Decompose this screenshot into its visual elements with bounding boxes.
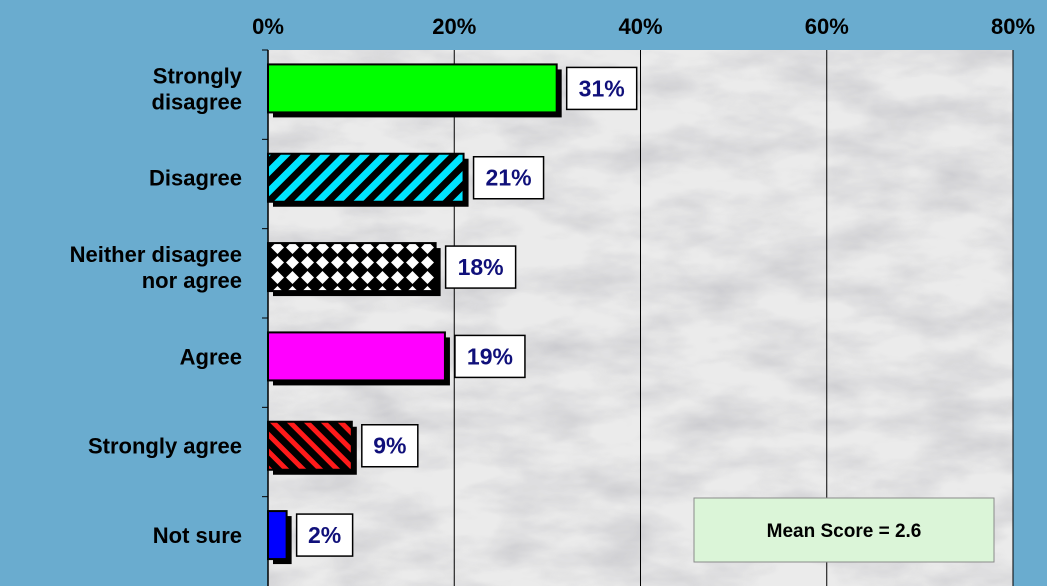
category-label: Agree [180,344,242,369]
category-label-line: Disagree [149,166,242,191]
data-label: 19% [467,343,513,369]
x-axis-ticks: 0% 20% 40% 60% 80% [252,14,1035,39]
bar [267,510,288,561]
data-label-box [295,513,354,557]
gridlines [262,49,1014,586]
data-label: 2% [308,522,341,548]
data-label-box [444,245,517,289]
x-tick-label: 0% [252,14,284,39]
bar [267,152,465,203]
category-label: Neither disagree nor agree [70,242,242,293]
x-tick-label: 60% [805,14,849,39]
category-label: Not sure [153,523,242,548]
mean-score-text: Mean Score = 2.6 [767,521,922,542]
category-label-line: Strongly [153,63,243,88]
x-tick-label: 40% [618,14,662,39]
category-label: Strongly agree [88,434,242,459]
bar [267,331,446,382]
bar [267,63,558,114]
category-label-line: Not sure [153,523,242,548]
category-label-line: disagree [152,89,243,114]
bar [267,420,353,471]
data-label-box [565,66,638,111]
category-label-line: Neither disagree [70,242,242,267]
category-labels: Strongly disagree Disagree Neither disagree… [70,63,243,548]
data-label-box [454,334,526,379]
category-label-line: nor agree [142,268,242,293]
x-tick-label: 20% [432,14,476,39]
category-label: Strongly disagree [152,63,243,114]
data-label: 18% [458,254,504,280]
category-label-line: Strongly agree [88,434,242,459]
bars [267,63,562,565]
category-label-line: Agree [180,344,242,369]
data-labels: 31% 21% 18% 19% 9% 2% [295,66,638,557]
mean-score-background [693,497,995,563]
x-tick-label: 80% [991,14,1035,39]
bar [267,242,437,293]
data-label-box [472,155,545,200]
mean-score-box: Mean Score = 2.6 [693,497,995,563]
data-label: 21% [486,165,532,191]
category-label: Disagree [149,166,242,191]
data-label: 31% [579,75,625,101]
data-label: 9% [373,433,406,459]
data-label-box [361,423,419,468]
